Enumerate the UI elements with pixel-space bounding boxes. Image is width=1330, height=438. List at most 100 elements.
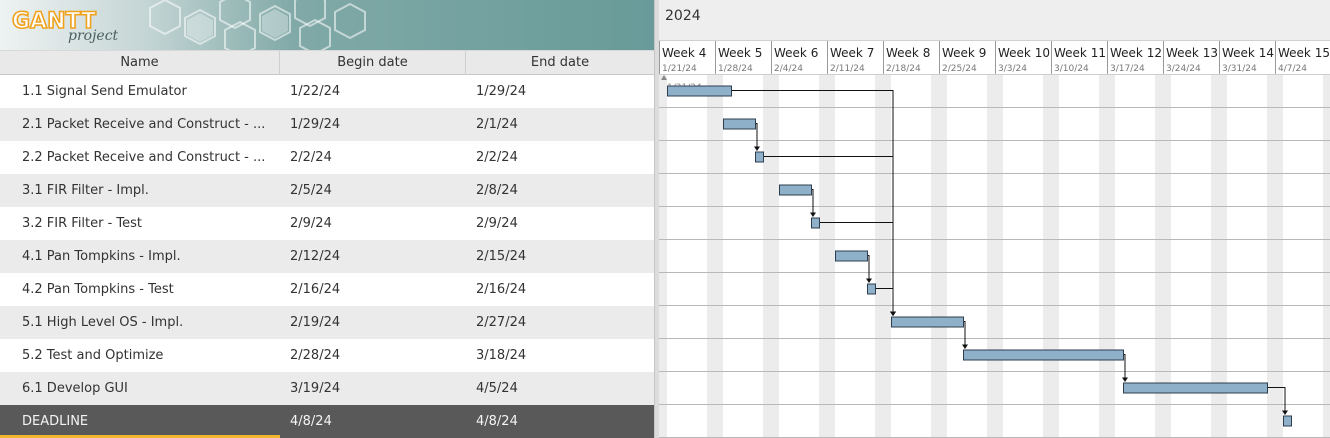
week-label: Week 11 xyxy=(1054,46,1106,60)
task-name-cell: 6.1 Develop GUI xyxy=(22,381,128,396)
table-row[interactable]: DEADLINE 4/8/24 4/8/24 xyxy=(0,405,654,438)
table-row[interactable]: 3.1 FIR Filter - Impl. 2/5/24 2/8/24 xyxy=(0,174,654,207)
end-date-cell: 3/18/24 xyxy=(476,348,527,363)
arrowhead-icon xyxy=(962,344,968,349)
task-bar[interactable] xyxy=(891,316,964,328)
table-row[interactable]: 5.1 High Level OS - Impl. 2/19/24 2/27/24 xyxy=(0,306,654,339)
year-label: 2024 xyxy=(665,8,701,24)
weekend-column xyxy=(987,75,995,438)
dependency-arrow xyxy=(819,222,894,316)
begin-date-cell: 2/5/24 xyxy=(290,183,332,198)
column-header-end-date[interactable]: End date xyxy=(530,55,590,70)
task-name-cell: 1.1 Signal Send Emulator xyxy=(22,84,187,99)
week-date-label: 1/28/24 xyxy=(718,64,753,74)
table-row[interactable]: 2.2 Packet Receive and Construct - ... 2/… xyxy=(0,141,654,174)
arrowhead-icon xyxy=(890,311,896,316)
task-bar[interactable] xyxy=(779,184,812,196)
weekend-column xyxy=(659,75,667,438)
task-name-cell: DEADLINE xyxy=(22,414,89,429)
week-label: Week 5 xyxy=(718,46,762,60)
begin-date-cell: 2/16/24 xyxy=(290,282,341,297)
week-label: Week 7 xyxy=(830,46,874,60)
logo-subtitle: project xyxy=(68,28,119,44)
week-date-label: 3/10/24 xyxy=(1054,64,1089,74)
table-row[interactable]: 6.1 Develop GUI 3/19/24 4/5/24 xyxy=(0,372,654,405)
week-label: Week 15 xyxy=(1278,46,1330,60)
weekend-column xyxy=(1155,75,1163,438)
task-name-cell: 5.2 Test and Optimize xyxy=(22,348,164,363)
weekend-column xyxy=(883,75,891,438)
begin-date-cell: 4/8/24 xyxy=(290,414,332,429)
week-date-label: 2/4/24 xyxy=(774,64,803,74)
weekend-column xyxy=(1211,75,1219,438)
weekend-column xyxy=(707,75,715,438)
arrowhead-icon xyxy=(810,212,816,217)
task-bar[interactable] xyxy=(811,217,820,229)
task-bar[interactable] xyxy=(1283,415,1292,427)
weekend-column xyxy=(763,75,771,438)
week-date-label: 4/7/24 xyxy=(1278,64,1307,74)
column-header-begin-date[interactable]: Begin date xyxy=(280,51,466,75)
weekend-column xyxy=(1323,75,1330,438)
table-header: Name Begin date End date xyxy=(0,50,654,75)
task-bar[interactable] xyxy=(963,349,1124,361)
week-date-label: 3/31/24 xyxy=(1222,64,1257,74)
end-date-cell: 4/5/24 xyxy=(476,381,518,396)
week-date-label: 2/25/24 xyxy=(942,64,977,74)
weekend-column xyxy=(1043,75,1051,438)
weekend-column xyxy=(1275,75,1283,438)
task-bar[interactable] xyxy=(723,118,756,130)
task-bar[interactable] xyxy=(867,283,876,295)
weekend-column xyxy=(1051,75,1059,438)
ganttproject-logo: GANTT project xyxy=(12,8,119,44)
task-bar[interactable] xyxy=(1123,382,1268,394)
begin-date-cell: 2/28/24 xyxy=(290,348,341,363)
weekend-column xyxy=(1099,75,1107,438)
weekend-column xyxy=(819,75,827,438)
end-date-cell: 1/29/24 xyxy=(476,84,527,99)
logo-word: GANTT xyxy=(12,9,96,34)
begin-date-cell: 2/2/24 xyxy=(290,150,332,165)
end-date-cell: 2/2/24 xyxy=(476,150,518,165)
panel-splitter[interactable] xyxy=(654,0,659,438)
end-date-cell: 2/15/24 xyxy=(476,249,527,264)
weekend-column xyxy=(1163,75,1171,438)
weekend-column xyxy=(995,75,1003,438)
gantt-chart: 2024 Week 4 1/21/24 Week 5 1/28/24 Week 6 2/4… xyxy=(659,0,1330,438)
weekend-column xyxy=(1219,75,1227,438)
table-row[interactable]: 5.2 Test and Optimize 2/28/24 3/18/24 xyxy=(0,339,654,372)
task-bar[interactable] xyxy=(755,151,764,163)
task-bar[interactable] xyxy=(667,85,732,97)
task-name-cell: 3.2 FIR Filter - Test xyxy=(22,216,143,231)
hexagon-pattern xyxy=(149,0,366,50)
task-bar[interactable] xyxy=(835,250,868,262)
gantt-canvas[interactable]: Week 4 1/21/24 Week 5 1/28/24 Week 6 2/4/24 We… xyxy=(659,0,1330,438)
weekend-column xyxy=(827,75,835,438)
weekend-column xyxy=(875,75,883,438)
task-name-cell: 3.1 FIR Filter - Impl. xyxy=(22,183,149,198)
week-date-label: 3/17/24 xyxy=(1110,64,1145,74)
arrowhead-icon xyxy=(866,278,872,283)
task-name-cell: 4.2 Pan Tompkins - Test xyxy=(22,282,174,297)
week-label: Week 10 xyxy=(998,46,1050,60)
table-row[interactable]: 4.1 Pan Tompkins - Impl. 2/12/24 2/15/24 xyxy=(0,240,654,273)
task-table-panel: GANTT project Name Begin date End date 1… xyxy=(0,0,654,438)
arrowhead-icon xyxy=(1122,377,1128,382)
column-header-name[interactable]: Name xyxy=(0,51,280,75)
end-date-cell: 4/8/24 xyxy=(476,414,518,429)
table-row[interactable]: 4.2 Pan Tompkins - Test 2/16/24 2/16/24 xyxy=(0,273,654,306)
weekend-column xyxy=(1267,75,1275,438)
week-label: Week 13 xyxy=(1166,46,1218,60)
app-banner: GANTT project xyxy=(0,0,654,50)
task-name-cell: 4.1 Pan Tompkins - Impl. xyxy=(22,249,181,264)
begin-date-cell: 1/22/24 xyxy=(290,84,341,99)
week-label: Week 12 xyxy=(1110,46,1162,60)
table-row[interactable]: 3.2 FIR Filter - Test 2/9/24 2/9/24 xyxy=(0,207,654,240)
table-row[interactable]: 1.1 Signal Send Emulator 1/22/24 1/29/24 xyxy=(0,75,654,108)
weekend-column xyxy=(1107,75,1115,438)
dependency-arrow xyxy=(1267,387,1286,415)
timeline-year-bar: 2024 xyxy=(659,0,1330,41)
task-name-cell: 2.2 Packet Receive and Construct - ... xyxy=(22,150,266,165)
arrowhead-icon xyxy=(1282,410,1288,415)
table-row[interactable]: 2.1 Packet Receive and Construct - ... 1/… xyxy=(0,108,654,141)
